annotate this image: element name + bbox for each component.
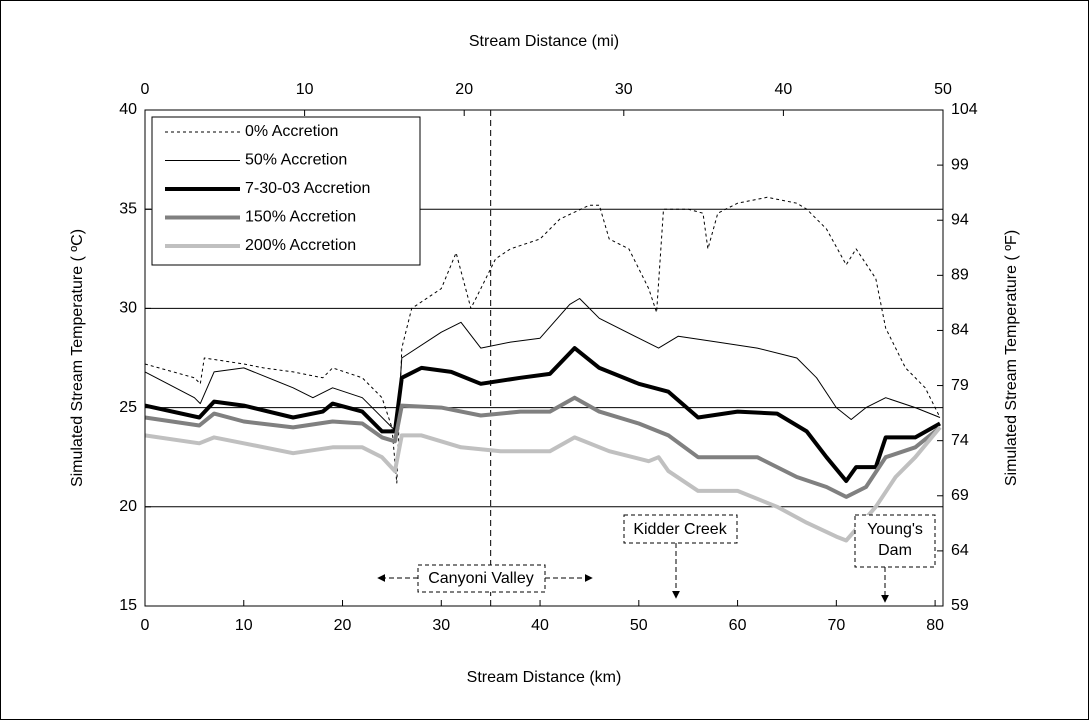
legend: 0% Accretion 50% Accretion 7-30-03 Accreti… — [151, 116, 421, 266]
series-line — [144, 426, 942, 543]
legend-label: 150% Accretion — [245, 209, 356, 226]
x2-tick-label: 40 — [775, 81, 793, 98]
x2-tick-label: 0 — [141, 81, 150, 98]
x-tick-label: 40 — [531, 617, 549, 634]
y-tick-label: 30 — [119, 300, 137, 317]
x-tick-label: 30 — [432, 617, 450, 634]
series-line — [144, 395, 942, 499]
series-line — [144, 298, 941, 432]
y2-tick-label: 104 — [951, 101, 978, 118]
x2-tick-label: 30 — [615, 81, 633, 98]
legend-label: 50% Accretion — [245, 152, 347, 169]
annotation-box — [417, 564, 546, 593]
y2-tick-label: 69 — [951, 487, 969, 504]
y-tick-label: 15 — [119, 597, 137, 614]
annotation: Dam — [878, 542, 912, 559]
annotation-box — [623, 514, 738, 544]
y2-tick-label: 79 — [951, 377, 969, 394]
annotation: Young's — [867, 521, 923, 538]
x-tick-label: 80 — [926, 617, 944, 634]
x-tick-label: 70 — [827, 617, 845, 634]
y2-axis-title: Simulated Stream Temperature ( ºF) — [1003, 230, 1020, 486]
y2-tick-label: 84 — [951, 322, 969, 339]
x-tick-label: 20 — [334, 617, 352, 634]
x-axis-title: Stream Distance (km) — [467, 669, 622, 686]
y-axis-title: Simulated Stream Temperature ( ºC) — [69, 229, 86, 487]
y2-tick-label: 94 — [951, 211, 969, 228]
x2-tick-label: 20 — [455, 81, 473, 98]
y-tick-label: 25 — [119, 399, 137, 416]
x2-axis-title: Stream Distance (mi) — [469, 33, 619, 50]
annotation: Kidder Creek — [633, 521, 727, 538]
kidder-annotation: Kidder Creek — [623, 514, 738, 599]
legend-label: 7-30-03 Accretion — [245, 180, 370, 197]
y2-tick-label: 59 — [951, 597, 969, 614]
legend-label: 200% Accretion — [245, 237, 356, 254]
x-tick-label: 60 — [729, 617, 747, 634]
y-tick-label: 20 — [119, 498, 137, 515]
x2-tick-label: 50 — [934, 81, 952, 98]
annotation-box — [854, 514, 936, 568]
y2-tick-label: 74 — [951, 432, 969, 449]
y2-tick-label: 64 — [951, 542, 969, 559]
y-tick-label: 40 — [119, 101, 137, 118]
series-line — [144, 196, 941, 484]
y2-tick-label: 99 — [951, 156, 969, 173]
x-tick-label: 50 — [630, 617, 648, 634]
x-tick-label: 10 — [235, 617, 253, 634]
plot-border — [144, 109, 944, 607]
legend-box — [151, 116, 421, 266]
plot: 0% Accretion 50% Accretion 7-30-03 Accreti… — [144, 109, 944, 607]
canyon-annotation: Canyoni Valley — [377, 564, 593, 593]
series-line — [144, 346, 941, 483]
y2-tick-label: 89 — [951, 267, 969, 284]
legend-label: 0% Accretion — [245, 123, 338, 140]
y-tick-label: 35 — [119, 200, 137, 217]
x2-tick-label: 10 — [296, 81, 314, 98]
dam-annotation: Young's Dam — [854, 514, 936, 603]
annotation: Canyoni Valley — [428, 570, 534, 587]
x-tick-label: 0 — [141, 617, 150, 634]
